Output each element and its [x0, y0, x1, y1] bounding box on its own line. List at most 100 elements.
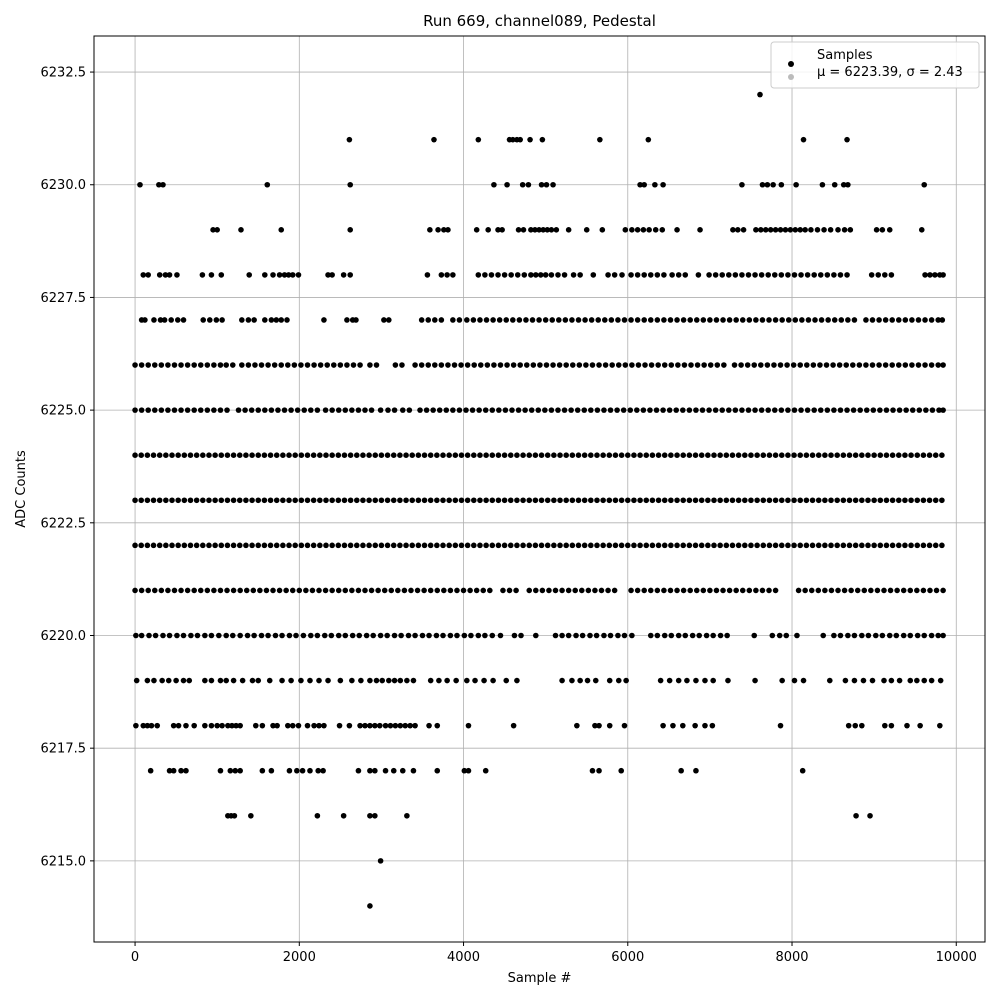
sample-point — [682, 632, 689, 639]
sample-point — [316, 722, 322, 729]
sample-point — [537, 272, 544, 278]
sample-point — [434, 452, 440, 458]
sample-point — [279, 677, 285, 684]
sample-point — [286, 542, 292, 549]
sample-point — [316, 677, 322, 684]
sample-point — [242, 407, 248, 413]
sample-point — [200, 542, 206, 549]
sample-point — [732, 272, 739, 278]
y-axis-label: ADC Counts — [14, 450, 29, 528]
sample-point — [647, 587, 654, 594]
sample-point — [418, 362, 425, 368]
sample-point — [285, 722, 291, 729]
sample-point — [255, 452, 262, 458]
sample-point — [802, 227, 808, 233]
sample-point — [412, 722, 418, 729]
sample-point — [881, 677, 887, 684]
sample-point — [615, 362, 622, 368]
sample-point — [793, 181, 799, 188]
sample-point — [623, 677, 629, 684]
sample-point — [366, 497, 372, 504]
sample-point — [542, 317, 549, 323]
sample-point — [674, 497, 680, 504]
sample-point — [267, 542, 274, 549]
y-tick-label: 6222.5 — [41, 516, 87, 531]
sample-point — [458, 362, 464, 368]
sample-point — [471, 542, 477, 549]
sample-point — [379, 677, 386, 684]
sample-point — [322, 587, 329, 594]
sample-point — [655, 542, 662, 549]
sample-point — [895, 497, 902, 504]
sample-point — [421, 452, 428, 458]
sample-point — [476, 407, 482, 413]
sample-point — [186, 677, 193, 684]
sample-point — [916, 407, 923, 413]
sample-point — [939, 542, 945, 549]
sample-point — [936, 407, 942, 413]
sample-point — [882, 362, 889, 368]
sample-point — [453, 677, 459, 684]
sample-point — [576, 362, 583, 368]
sample-point — [342, 632, 349, 639]
sample-point — [403, 497, 409, 504]
sample-point — [596, 362, 602, 368]
sample-point — [627, 407, 634, 413]
sample-point — [787, 227, 794, 233]
sample-point — [592, 722, 598, 729]
sample-point — [224, 497, 231, 504]
sample-point — [289, 722, 296, 729]
sample-point — [754, 497, 760, 504]
sample-point — [311, 722, 317, 729]
sample-point — [174, 317, 181, 323]
sample-point — [514, 677, 520, 684]
sample-point — [530, 362, 537, 368]
sample-point — [381, 317, 387, 323]
sample-point — [785, 272, 791, 278]
sample-point — [255, 407, 262, 413]
sample-point — [329, 407, 335, 413]
sample-point — [310, 452, 317, 458]
sample-point — [294, 407, 301, 413]
sample-point — [252, 362, 258, 368]
sample-point — [477, 542, 483, 549]
sample-point — [886, 632, 893, 639]
sample-point — [769, 632, 776, 639]
sample-point — [700, 587, 707, 594]
sample-point — [798, 272, 804, 278]
sample-point — [323, 452, 329, 458]
sample-point — [561, 272, 568, 278]
sample-point — [278, 317, 285, 323]
sample-point — [838, 317, 845, 323]
x-tick-label: 6000 — [611, 950, 644, 965]
sample-point — [387, 722, 394, 729]
sample-point — [654, 632, 661, 639]
sample-point — [827, 227, 834, 233]
sample-point — [232, 767, 239, 774]
sample-point — [138, 632, 145, 639]
sample-point — [655, 452, 662, 458]
sample-point — [404, 677, 410, 684]
sample-point — [874, 587, 881, 594]
sample-point — [427, 677, 434, 684]
sample-point — [592, 677, 599, 684]
sample-point — [399, 362, 405, 368]
sample-point — [206, 452, 212, 458]
sample-point — [440, 542, 446, 549]
sample-point — [138, 542, 145, 549]
sample-point — [928, 677, 935, 684]
sample-point — [752, 407, 758, 413]
sample-point — [831, 407, 837, 413]
sample-point — [156, 181, 162, 188]
sample-point — [828, 452, 834, 458]
sample-point — [914, 632, 921, 639]
sample-point — [883, 542, 890, 549]
sample-point — [871, 542, 877, 549]
sample-point — [475, 272, 482, 278]
sample-point — [456, 317, 463, 323]
sample-point — [311, 362, 317, 368]
sample-point — [778, 542, 785, 549]
sample-point — [268, 407, 275, 413]
sample-point — [262, 317, 268, 323]
